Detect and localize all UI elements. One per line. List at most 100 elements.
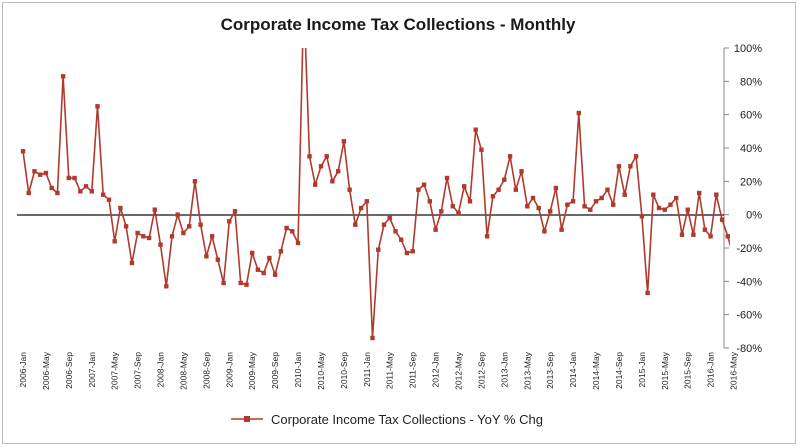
data-point — [267, 255, 272, 261]
x-tick-label: 2014-Sep — [614, 352, 624, 389]
y-tick-label: 60% — [740, 110, 762, 122]
data-point — [187, 224, 192, 229]
data-point — [38, 172, 43, 177]
y-tick-label: -20% — [736, 243, 762, 255]
data-point — [198, 222, 203, 227]
data-point — [576, 110, 581, 116]
data-point — [685, 207, 690, 212]
data-point — [89, 189, 94, 194]
data-point — [307, 154, 312, 159]
data-point — [55, 190, 60, 196]
data-point — [628, 164, 633, 169]
data-point — [513, 187, 518, 192]
legend: Corporate Income Tax Collections - YoY %… — [231, 412, 543, 427]
data-point — [215, 257, 220, 262]
data-point — [284, 225, 289, 231]
data-point — [112, 239, 117, 244]
x-tick-label: 2010-May — [316, 351, 326, 390]
data-point — [32, 169, 37, 174]
x-tick-label: 2012-Sep — [476, 352, 486, 389]
x-tick-label: 2013-Jan — [499, 352, 509, 388]
y-tick-label: 80% — [740, 76, 762, 88]
data-point — [209, 234, 215, 239]
x-tick-label: 2006-Jan — [18, 352, 28, 388]
y-tick-label: -40% — [736, 276, 762, 288]
x-axis-ticks: 2006-Jan 2006-May 2006-Sep 2007-Jan 2007-May… — [18, 351, 739, 390]
x-tick-label: 2009-Jan — [224, 352, 234, 388]
data-point — [118, 205, 123, 211]
x-tick-label: 2013-May — [522, 351, 532, 390]
data-point — [232, 209, 238, 214]
series-line — [22, 48, 730, 339]
y-tick-label: 0% — [746, 210, 762, 222]
data-point — [616, 164, 622, 169]
data-point — [502, 177, 507, 182]
data-point — [169, 234, 175, 239]
data-point — [668, 202, 673, 207]
data-point — [49, 185, 54, 191]
x-tick-label: 2014-May — [591, 351, 601, 390]
data-point — [83, 184, 89, 189]
data-point — [290, 229, 295, 234]
data-point — [135, 230, 140, 236]
data-point — [708, 234, 713, 239]
data-point — [651, 192, 656, 197]
chart-title: Corporate Income Tax Collections - Month… — [220, 15, 576, 34]
data-point — [181, 230, 186, 236]
data-point — [324, 154, 329, 159]
data-point — [164, 284, 169, 289]
data-point — [341, 139, 347, 144]
data-point — [484, 234, 490, 239]
x-tick-label: 2006-Sep — [64, 352, 74, 389]
data-point — [599, 195, 604, 201]
data-point — [152, 207, 157, 212]
data-point — [565, 202, 570, 207]
x-tick-label: 2008-Sep — [201, 352, 211, 389]
data-point — [731, 254, 735, 258]
data-point — [467, 199, 473, 204]
data-point — [158, 242, 163, 247]
data-point — [227, 219, 232, 224]
data-point — [548, 209, 553, 214]
data-point — [238, 280, 243, 286]
data-point — [72, 175, 77, 181]
data-point — [553, 185, 559, 191]
x-tick-label: 2016-Jan — [706, 352, 716, 388]
data-point — [479, 147, 484, 152]
data-point — [639, 214, 645, 219]
x-tick-label: 2011-Jan — [362, 352, 372, 387]
legend-swatch-marker — [244, 416, 250, 422]
data-point — [719, 217, 725, 222]
y-tick-label: -80% — [736, 343, 762, 355]
data-point — [95, 104, 100, 109]
data-point — [439, 209, 444, 214]
data-point — [278, 249, 284, 254]
data-point — [410, 249, 415, 254]
data-point — [336, 169, 341, 174]
x-tick-label: 2015-Sep — [683, 352, 693, 389]
data-point — [330, 179, 335, 184]
data-point — [399, 237, 404, 242]
data-point — [106, 197, 112, 202]
x-tick-label: 2013-Sep — [545, 352, 555, 389]
data-point — [313, 182, 318, 187]
x-tick-label: 2007-Sep — [133, 352, 143, 389]
data-point — [496, 187, 501, 192]
data-point — [605, 187, 610, 192]
data-point — [60, 74, 66, 79]
x-tick-label: 2012-May — [453, 351, 463, 390]
data-point — [691, 232, 696, 237]
data-point — [588, 207, 593, 212]
data-point — [123, 224, 129, 229]
data-point — [66, 175, 71, 181]
y-tick-label: 20% — [740, 176, 762, 188]
data-point — [725, 234, 730, 239]
data-point — [519, 169, 524, 174]
data-point — [714, 192, 719, 197]
data-point — [347, 187, 352, 192]
data-point — [129, 260, 135, 266]
x-tick-label: 2006-May — [41, 351, 51, 390]
data-point — [427, 199, 432, 204]
data-point — [542, 229, 547, 234]
data-point — [261, 270, 266, 276]
